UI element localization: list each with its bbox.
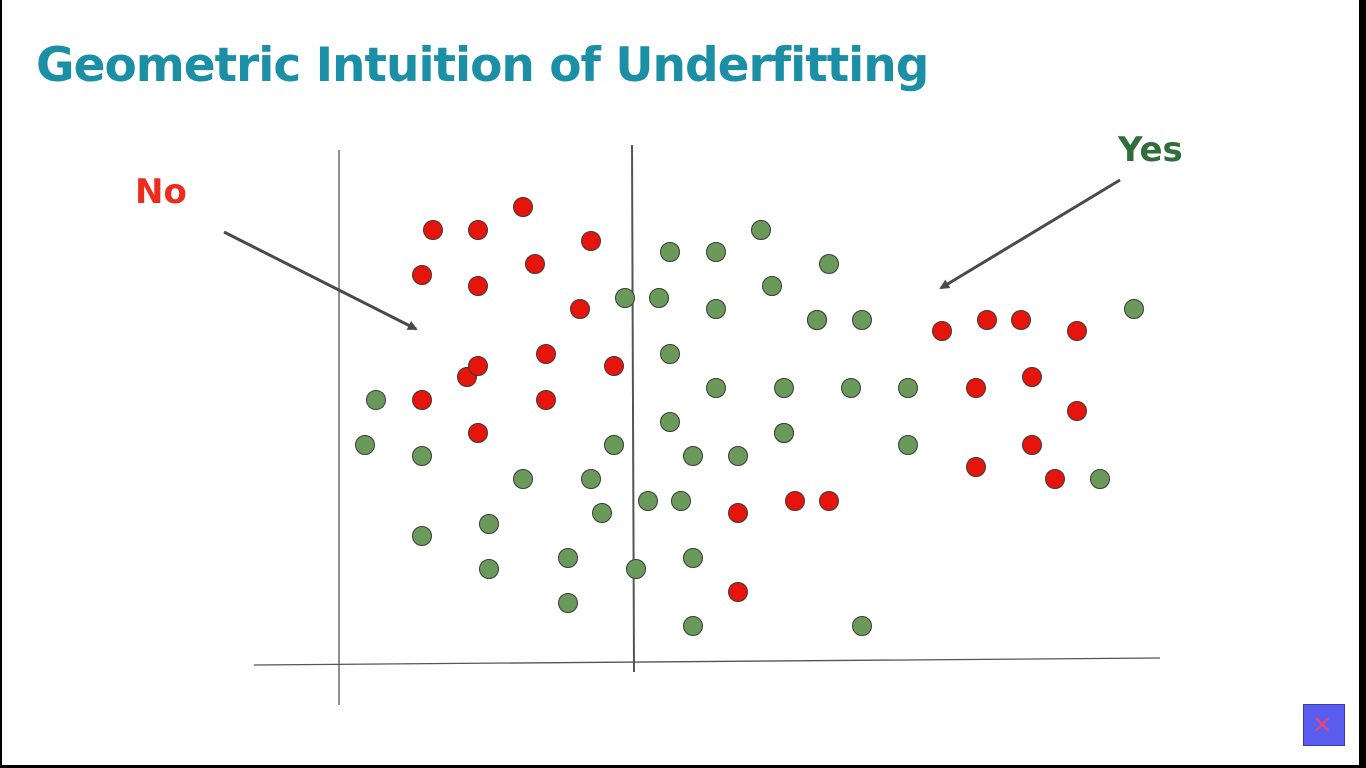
slide-title: Geometric Intuition of Underfitting bbox=[36, 38, 929, 93]
green-point-1 bbox=[660, 242, 680, 262]
green-point-31 bbox=[626, 559, 646, 579]
green-point-11 bbox=[774, 378, 794, 398]
red-point-25 bbox=[1067, 401, 1087, 421]
red-point-0 bbox=[423, 220, 443, 240]
red-point-1 bbox=[468, 220, 488, 240]
yes-arrow bbox=[939, 178, 1121, 290]
green-point-3 bbox=[819, 254, 839, 274]
red-point-20 bbox=[977, 310, 997, 330]
green-point-23 bbox=[513, 469, 533, 489]
red-point-22 bbox=[1067, 321, 1087, 341]
red-point-10 bbox=[536, 344, 556, 364]
green-point-27 bbox=[638, 491, 658, 511]
green-point-18 bbox=[366, 390, 386, 410]
green-point-33 bbox=[479, 559, 499, 579]
green-point-28 bbox=[671, 491, 691, 511]
red-point-26 bbox=[966, 457, 986, 477]
green-point-37 bbox=[898, 435, 918, 455]
red-point-16 bbox=[728, 582, 748, 602]
green-point-20 bbox=[774, 423, 794, 443]
red-point-12 bbox=[412, 390, 432, 410]
red-point-27 bbox=[1022, 435, 1042, 455]
green-point-24 bbox=[581, 469, 601, 489]
green-point-14 bbox=[660, 412, 680, 432]
red-point-7 bbox=[570, 299, 590, 319]
green-point-30 bbox=[558, 548, 578, 568]
red-point-9 bbox=[468, 356, 488, 376]
red-point-4 bbox=[412, 265, 432, 285]
red-point-23 bbox=[966, 378, 986, 398]
green-point-35 bbox=[683, 616, 703, 636]
red-point-11 bbox=[604, 356, 624, 376]
yes-label: Yes bbox=[1117, 130, 1183, 170]
red-point-14 bbox=[468, 423, 488, 443]
green-point-4 bbox=[615, 288, 635, 308]
green-point-9 bbox=[852, 310, 872, 330]
corner-badge[interactable]: ✕ bbox=[1303, 704, 1345, 746]
red-point-19 bbox=[932, 321, 952, 341]
red-point-24 bbox=[1022, 367, 1042, 387]
green-point-16 bbox=[604, 435, 624, 455]
green-point-19 bbox=[412, 446, 432, 466]
green-point-39 bbox=[807, 310, 827, 330]
no-arrow bbox=[223, 230, 418, 331]
green-point-26 bbox=[592, 503, 612, 523]
data-points bbox=[355, 197, 1144, 636]
green-point-40 bbox=[1124, 299, 1144, 319]
green-point-0 bbox=[751, 220, 771, 240]
green-point-22 bbox=[683, 446, 703, 466]
red-point-17 bbox=[785, 491, 805, 511]
decision-boundary-line bbox=[631, 144, 635, 673]
close-icon: ✕ bbox=[1312, 711, 1333, 739]
red-point-6 bbox=[525, 254, 545, 274]
green-point-34 bbox=[558, 593, 578, 613]
red-point-18 bbox=[819, 491, 839, 511]
green-point-13 bbox=[898, 378, 918, 398]
green-point-36 bbox=[852, 616, 872, 636]
green-point-2 bbox=[706, 242, 726, 262]
red-point-5 bbox=[468, 276, 488, 296]
green-point-25 bbox=[479, 514, 499, 534]
green-point-29 bbox=[412, 526, 432, 546]
red-point-21 bbox=[1011, 310, 1031, 330]
green-point-17 bbox=[355, 435, 375, 455]
red-point-13 bbox=[536, 390, 556, 410]
green-point-38 bbox=[841, 378, 861, 398]
green-point-12 bbox=[706, 378, 726, 398]
green-point-32 bbox=[683, 548, 703, 568]
no-label: No bbox=[135, 172, 187, 212]
green-point-10 bbox=[660, 344, 680, 364]
red-point-15 bbox=[728, 503, 748, 523]
green-point-7 bbox=[762, 276, 782, 296]
green-point-6 bbox=[706, 299, 726, 319]
red-point-2 bbox=[513, 197, 533, 217]
red-point-3 bbox=[581, 231, 601, 251]
red-point-28 bbox=[1045, 469, 1065, 489]
green-point-41 bbox=[1090, 469, 1110, 489]
green-point-21 bbox=[728, 446, 748, 466]
x-axis bbox=[253, 657, 1161, 666]
green-point-5 bbox=[649, 288, 669, 308]
